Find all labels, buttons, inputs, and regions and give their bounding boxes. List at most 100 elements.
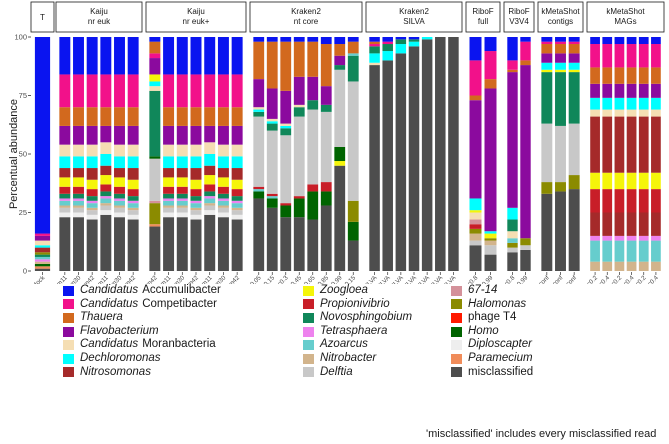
bar-segment-tetrasphaera xyxy=(59,198,71,201)
bar-segment-moranbacteria xyxy=(217,144,229,157)
bar-segment-tetrasphaera xyxy=(190,200,202,204)
legend-key xyxy=(451,312,462,323)
bar-segment-thauera xyxy=(149,41,161,54)
x-tick-label: c0.99 xyxy=(328,274,344,284)
bar-segment-moranbacteria xyxy=(293,104,305,108)
bar-segment-flavobacterium xyxy=(217,125,229,145)
bar-segment-accumulibacter xyxy=(176,37,188,75)
bar-segment-diplosc xyxy=(59,212,71,218)
bar-segment-delftia xyxy=(347,81,359,201)
bar-segment-flavobacterium xyxy=(602,83,613,98)
bar-segment-thauera xyxy=(73,107,84,126)
legend-label: Diploscapter xyxy=(468,338,532,351)
bar-segment-azoarcus xyxy=(163,200,175,206)
legend-label: Tetrasphaera xyxy=(320,324,388,337)
facet-strip-title: MAGs xyxy=(614,17,636,26)
bar-segment-novosphingobium xyxy=(347,55,359,82)
legend-item-phaget4: phage T4 xyxy=(451,311,533,325)
bar-segment-accumulibacter xyxy=(320,37,332,45)
bar-segment-zoogloea xyxy=(651,172,661,190)
legend-label: Halomonas xyxy=(468,297,527,310)
bar-segment-thauera xyxy=(568,44,580,54)
bar-segment-delftia xyxy=(253,116,265,187)
bar-segment-nitrosomonas xyxy=(651,212,661,236)
bar-segment-propionivibrio xyxy=(163,186,175,194)
bar-segment-propionivibrio xyxy=(469,224,482,229)
bar-segment-thauera xyxy=(190,107,202,126)
bar-segment-halomonas xyxy=(34,252,51,255)
bar-segment-propionivibrio xyxy=(614,189,625,213)
bar-segment-accumulibacter xyxy=(334,37,346,45)
bar-segment-delftia xyxy=(149,158,161,201)
bar-segment-nitrosomonas xyxy=(614,116,625,173)
legend-label: Thauera xyxy=(80,311,123,324)
bar-segment-thauera xyxy=(369,41,380,45)
bar-segment-accumulibacter xyxy=(100,37,112,75)
bar-segment-delftia xyxy=(334,69,346,147)
bar-segment-diplosc xyxy=(204,210,216,215)
bar-segment-novosphingobium xyxy=(369,46,380,54)
bar-segment-nitrosomonas xyxy=(638,116,649,173)
bar-segment-novosphingobium xyxy=(59,193,71,199)
bar-segment-homo xyxy=(253,191,265,199)
bar-segment-accumulibacter xyxy=(347,37,359,42)
bar-segment-competibacter xyxy=(217,74,229,108)
bar-segment-homo xyxy=(334,146,346,162)
bar-segment-misclassified xyxy=(204,214,216,271)
legend-item-dechloromonas: Dechloromonas xyxy=(63,352,221,366)
bar-segment-novosphingobium xyxy=(73,193,84,199)
bar-segment-zoogloea xyxy=(638,172,649,190)
bar-segment-azoarcus xyxy=(266,196,278,199)
bar-segment-competibacter xyxy=(469,60,482,96)
bar-segment-propionivibrio xyxy=(59,186,71,194)
bar-segment-dechloromonas xyxy=(127,156,139,169)
bar-segment-homo xyxy=(149,156,161,159)
bar-segment-nitrosomonas xyxy=(86,168,98,180)
legend-label-prefix: Candidatus xyxy=(80,338,139,351)
facet-strip xyxy=(249,1,363,33)
bar-segment-thauera xyxy=(176,107,188,126)
y-tick-label: 75 xyxy=(19,91,27,100)
bar-segment-delftia xyxy=(231,210,243,215)
bar-segment-nitrobacter xyxy=(114,205,125,208)
legend-label: Nitrobacter xyxy=(320,351,377,364)
bar-segment-flavobacterium xyxy=(149,58,161,75)
bar-segment-accumulibacter xyxy=(651,37,661,45)
bar-segment-dechloromonas xyxy=(149,81,161,87)
legend-key xyxy=(451,326,462,337)
bar-segment-flavobacterium xyxy=(638,83,649,98)
bar-segment-novosphingobium xyxy=(507,219,518,232)
bar-segment-moranbacteria xyxy=(176,144,188,157)
bar-segment-nitrosomonas xyxy=(217,168,229,178)
bar-segment-novosphingobium xyxy=(176,193,188,199)
legend-item-competibacter: Candidatus Competibacter xyxy=(63,298,221,312)
bar-segment-dechloromonas xyxy=(73,156,84,169)
bar-segment-tetrasphaera xyxy=(127,200,139,204)
bar-segment-nitrosomonas xyxy=(114,168,125,178)
bar-segment-propionivibrio xyxy=(602,189,613,213)
bar-segment-dechloromonas xyxy=(34,245,51,248)
legend-key xyxy=(451,285,462,296)
legend-key xyxy=(303,285,314,296)
bar-segment-nitrosomonas xyxy=(127,168,139,180)
bar-segment-propionivibrio xyxy=(231,189,243,197)
y-tick-label: 50 xyxy=(19,150,27,159)
bar-segment-homo xyxy=(307,191,319,220)
bar-segment-dechloromonas xyxy=(204,154,216,166)
bar-segment-moranbacteria xyxy=(651,109,661,117)
bar-segment-azoarcus xyxy=(231,203,243,208)
legend-item-thauera: Thauera xyxy=(63,311,221,325)
legend-item-diplosc: Diploscapter xyxy=(451,338,533,352)
bar-segment-novosphingobium xyxy=(163,193,175,199)
bar-segment-competibacter xyxy=(149,53,161,59)
facet-panel: T Mock xyxy=(30,1,55,284)
bar-segment-moranbacteria xyxy=(34,240,51,246)
bar-segment-zoogloea xyxy=(541,69,553,73)
legend-key xyxy=(63,299,74,310)
bar-segment-thauera xyxy=(127,107,139,126)
bar-segment-dechloromonas xyxy=(59,156,71,169)
bar-segment-thauera xyxy=(253,41,265,80)
facet-strip-title: RiboF xyxy=(508,7,529,16)
bar-segment-misclassified xyxy=(149,226,161,271)
